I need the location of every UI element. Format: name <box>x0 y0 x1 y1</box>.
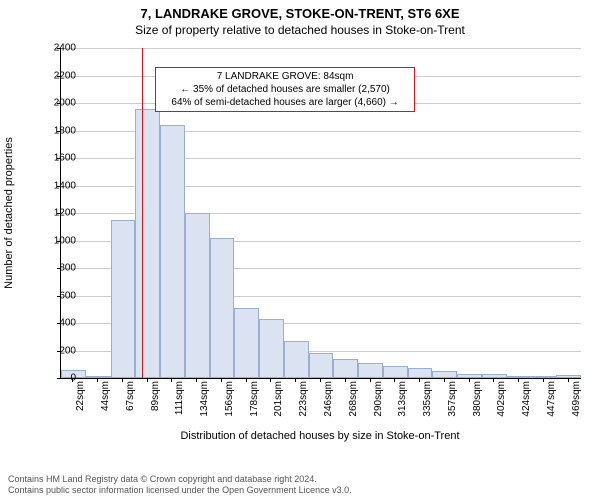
histogram-bar <box>383 366 408 378</box>
x-tick-label: 67sqm <box>125 381 136 411</box>
x-tick-label: 44sqm <box>100 381 111 411</box>
chart-subtitle: Size of property relative to detached ho… <box>0 21 600 37</box>
x-tick <box>147 378 148 382</box>
attribution-footer: Contains HM Land Registry data © Crown c… <box>8 474 352 497</box>
x-tick-label: 223sqm <box>298 381 309 417</box>
y-tick-label: 200 <box>26 345 76 356</box>
x-tick <box>345 378 346 382</box>
annotation-line: ← 35% of detached houses are smaller (2,… <box>162 83 408 96</box>
x-tick-label: 335sqm <box>422 381 433 417</box>
histogram-bar <box>556 375 581 378</box>
histogram-bar <box>234 308 259 378</box>
histogram-bar <box>259 319 284 378</box>
x-tick-label: 469sqm <box>571 381 582 417</box>
y-tick-label: 1600 <box>26 153 76 164</box>
x-tick <box>394 378 395 382</box>
x-tick <box>246 378 247 382</box>
x-tick-label: 268sqm <box>348 381 359 417</box>
x-tick-label: 424sqm <box>521 381 532 417</box>
histogram-bar <box>284 341 309 378</box>
y-axis-label: Number of detached properties <box>2 48 16 378</box>
x-tick <box>444 378 445 382</box>
x-tick <box>270 378 271 382</box>
x-tick-label: 22sqm <box>75 381 86 411</box>
x-tick-label: 134sqm <box>199 381 210 417</box>
x-tick <box>493 378 494 382</box>
x-tick-label: 290sqm <box>373 381 384 417</box>
x-tick <box>295 378 296 382</box>
x-tick <box>171 378 172 382</box>
x-tick-label: 111sqm <box>174 381 185 415</box>
histogram-bar <box>185 213 210 378</box>
x-tick <box>469 378 470 382</box>
x-tick <box>122 378 123 382</box>
x-tick-label: 313sqm <box>397 381 408 417</box>
footer-line-2: Contains public sector information licen… <box>8 485 352 496</box>
x-tick <box>320 378 321 382</box>
x-tick-label: 380sqm <box>472 381 483 417</box>
x-tick <box>196 378 197 382</box>
annotation-box: 7 LANDRAKE GROVE: 84sqm← 35% of detached… <box>155 67 415 112</box>
histogram-bar <box>111 220 136 378</box>
property-marker-line <box>142 48 143 378</box>
y-tick-label: 1200 <box>26 208 76 219</box>
y-tick-label: 2200 <box>26 70 76 81</box>
histogram-bar <box>432 371 457 378</box>
x-tick <box>97 378 98 382</box>
x-tick-label: 357sqm <box>447 381 458 417</box>
histogram-bar <box>309 353 334 378</box>
histogram-bar <box>210 238 235 378</box>
x-axis-label: Distribution of detached houses by size … <box>60 430 580 442</box>
x-tick <box>72 378 73 382</box>
annotation-line: 7 LANDRAKE GROVE: 84sqm <box>162 70 408 83</box>
y-tick-label: 2000 <box>26 98 76 109</box>
y-tick-label: 0 <box>26 373 76 384</box>
y-tick-label: 400 <box>26 318 76 329</box>
x-tick <box>518 378 519 382</box>
histogram-bar <box>457 374 482 378</box>
y-tick-label: 1400 <box>26 180 76 191</box>
x-tick-label: 178sqm <box>249 381 260 417</box>
histogram-bar <box>531 376 556 378</box>
x-tick-label: 402sqm <box>496 381 507 417</box>
histogram-bar <box>408 368 433 378</box>
y-tick-label: 1800 <box>26 125 76 136</box>
x-tick-label: 156sqm <box>224 381 235 417</box>
annotation-line: 64% of semi-detached houses are larger (… <box>162 96 408 109</box>
x-tick <box>419 378 420 382</box>
histogram-bar <box>333 359 358 378</box>
footer-line-1: Contains HM Land Registry data © Crown c… <box>8 474 352 485</box>
chart-title: 7, LANDRAKE GROVE, STOKE-ON-TRENT, ST6 6… <box>0 0 600 21</box>
y-tick-label: 800 <box>26 263 76 274</box>
x-tick <box>543 378 544 382</box>
x-tick-label: 201sqm <box>273 381 284 417</box>
x-tick-label: 246sqm <box>323 381 334 417</box>
histogram-chart: Number of detached properties Distributi… <box>0 38 600 458</box>
x-tick-label: 447sqm <box>546 381 557 417</box>
x-tick <box>370 378 371 382</box>
histogram-bar <box>135 109 160 379</box>
histogram-bar <box>160 125 185 378</box>
x-tick <box>568 378 569 382</box>
y-tick-label: 1000 <box>26 235 76 246</box>
y-tick-label: 2400 <box>26 43 76 54</box>
x-tick-label: 89sqm <box>150 381 161 411</box>
histogram-bar <box>358 363 383 378</box>
y-tick-label: 600 <box>26 290 76 301</box>
gridline <box>61 48 581 49</box>
x-tick <box>221 378 222 382</box>
